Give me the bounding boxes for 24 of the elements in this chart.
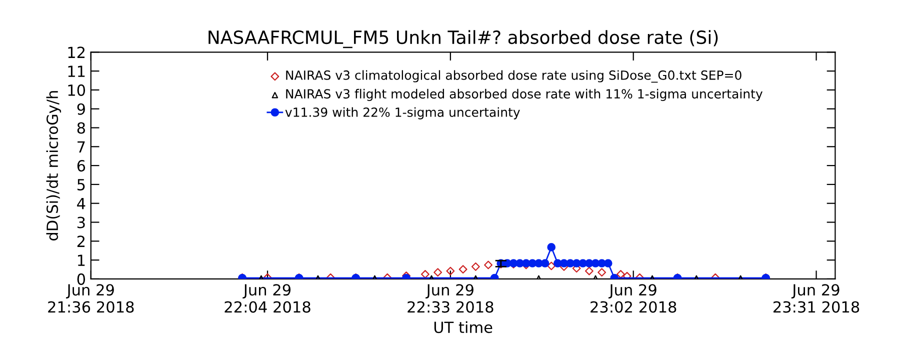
x-axis-title: UT time: [434, 321, 492, 334]
y-tick-label: 3: [77, 216, 85, 228]
legend-label: NAIRAS v3 flight modeled absorbed dose rate with 11% 1-sigma uncertainty: [286, 88, 763, 101]
y-tick-label: 10: [68, 84, 86, 96]
y-tick-label: 12: [68, 46, 85, 58]
legend-label: v11.39 with 22% 1-sigma uncertainty: [285, 107, 520, 120]
y-tick-label: 1: [78, 254, 85, 266]
y-tick-label: 0: [77, 273, 86, 285]
x-tick-label: Jun 29 21:36 2018: [48, 284, 134, 313]
y-tick-label: 11: [68, 66, 85, 77]
chart-title: NASAAFRCMUL_FM5 Unkn Tail#? absorbed dose rate (Si): [208, 30, 718, 48]
x-tick-label: Jun 29 22:33 2018: [408, 284, 494, 313]
y-tick-label: 8: [77, 122, 85, 134]
y-axis-title: dD(Si)/dt microGy/h: [46, 91, 62, 240]
y-tick-label: 7: [78, 141, 85, 152]
x-tick-label: Jun 29 23:31 2018: [774, 284, 860, 313]
y-tick-label: 4: [77, 198, 86, 210]
y-tick-label: 6: [77, 160, 86, 172]
y-tick-label: 2: [77, 236, 85, 247]
legend-label: NAIRAS v3 climatological absorbed dose rate using SiDose_G0.txt SEP=0: [286, 70, 742, 83]
x-tick-label: Jun 29 22:04 2018: [224, 284, 310, 313]
y-tick-label: 9: [77, 103, 85, 115]
x-tick-label: Jun 29 23:02 2018: [590, 284, 676, 313]
y-tick-label: 5: [78, 179, 85, 190]
